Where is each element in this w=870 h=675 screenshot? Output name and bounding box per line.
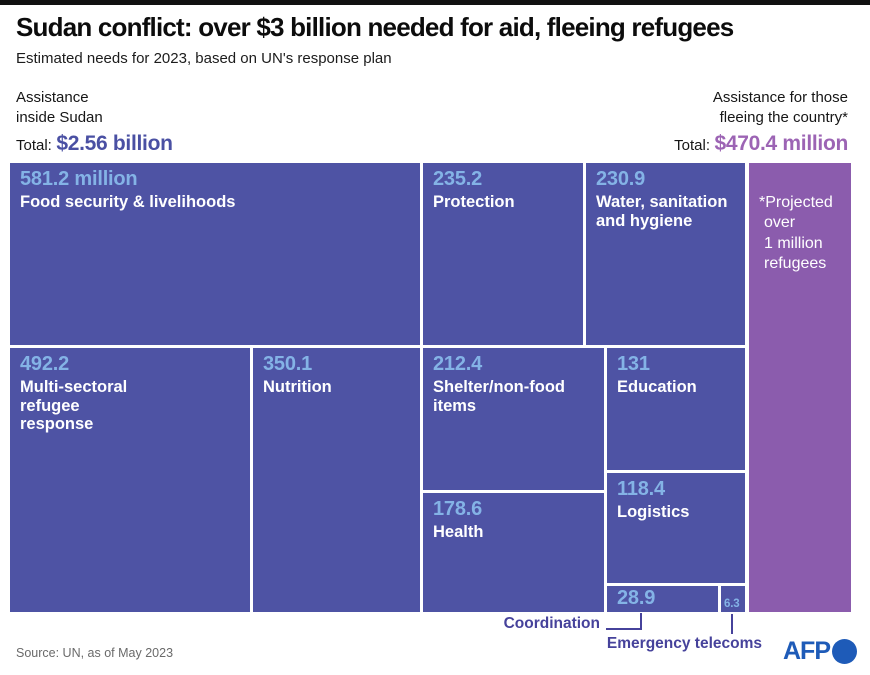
source-note: Source: UN, as of May 2023	[16, 646, 174, 660]
afp-logo-circle-icon	[832, 639, 857, 664]
afp-logo-text: AFP	[783, 637, 831, 665]
telecoms-callout-line	[731, 614, 733, 634]
page-subtitle: Estimated needs for 2023, based on UN's …	[16, 50, 392, 67]
inside-sudan-label-line2: inside Sudan	[16, 109, 103, 127]
fleeing-note: *Projected over 1 million refugees	[759, 193, 843, 275]
block-label: Nutrition	[263, 378, 332, 396]
top-rule	[0, 0, 870, 5]
treemap-block-health: 178.6 Health	[423, 493, 604, 612]
treemap-block-nutrition: 350.1 Nutrition	[253, 348, 420, 612]
treemap-block-protection: 235.2 Protection	[423, 163, 583, 345]
treemap-block-food: 581.2 million Food security & livelihoods	[10, 163, 420, 345]
block-label: Education	[617, 378, 697, 396]
block-value: 235.2	[433, 168, 483, 190]
page-title: Sudan conflict: over $3 billion needed f…	[16, 12, 734, 42]
fleeing-label: Assistance for those fleeing the country…	[674, 88, 848, 128]
fleeing-label-line1: Assistance for those	[712, 89, 848, 106]
coordination-callout-label: Coordination	[503, 615, 600, 632]
inside-sudan-total-value: $2.56 billion	[56, 132, 173, 156]
block-label: Food security & livelihoods	[20, 193, 236, 211]
block-value: 118.4	[617, 478, 665, 500]
inside-sudan-header: Assistance inside Sudan Total: $2.56 bil…	[16, 88, 173, 156]
fleeing-note-line: refugees	[764, 255, 827, 273]
block-value: 492.2	[20, 353, 70, 375]
treemap-block-shelter: 212.4 Shelter/non-food items	[423, 348, 604, 490]
fleeing-header: Assistance for those fleeing the country…	[674, 88, 848, 156]
fleeing-note-line: 1 million	[764, 234, 823, 252]
treemap-block-telecoms: 6.3	[721, 586, 745, 612]
afp-logo: AFP	[783, 637, 857, 666]
block-label: Logistics	[617, 503, 690, 521]
coordination-callout-line	[606, 613, 642, 630]
block-value: 350.1	[263, 353, 313, 375]
block-value: 131	[617, 353, 650, 375]
block-label: Shelter/non-food items	[433, 378, 565, 415]
block-label: Water, sanitation and hygiene	[596, 193, 728, 230]
block-value: 581.2 million	[20, 168, 138, 190]
inside-sudan-total: Total: $2.56 billion	[16, 132, 173, 156]
fleeing-note-line: over	[764, 214, 796, 232]
block-value: 6.3	[724, 598, 740, 610]
block-value: 230.9	[596, 168, 646, 190]
inside-sudan-label-line1: Assistance	[16, 89, 89, 106]
treemap-block-logistics: 118.4 Logistics	[607, 473, 745, 583]
total-prefix: Total:	[674, 137, 711, 155]
block-value: 178.6	[433, 498, 483, 520]
block-value: 212.4	[433, 353, 483, 375]
inside-sudan-label: Assistance inside Sudan	[16, 88, 173, 128]
fleeing-label-line2: fleeing the country*	[719, 109, 848, 127]
treemap-block-wash: 230.9 Water, sanitation and hygiene	[586, 163, 745, 345]
treemap-block-fleeing: *Projected over 1 million refugees	[749, 163, 851, 612]
block-label: Protection	[433, 193, 515, 211]
block-label: Health	[433, 523, 484, 541]
block-value: 28.9	[617, 587, 656, 609]
treemap-block-multi: 492.2 Multi-sectoral refugee response	[10, 348, 250, 612]
fleeing-total: Total: $470.4 million	[674, 132, 848, 156]
treemap-block-education: 131 Education	[607, 348, 745, 470]
fleeing-total-value: $470.4 million	[714, 132, 848, 156]
block-label: Multi-sectoral refugee response	[20, 378, 128, 434]
fleeing-note-line: *Projected	[759, 194, 833, 211]
treemap-block-coordination: 28.9	[607, 586, 718, 612]
total-prefix: Total:	[16, 137, 52, 155]
telecoms-callout-label: Emergency telecoms	[606, 635, 762, 652]
